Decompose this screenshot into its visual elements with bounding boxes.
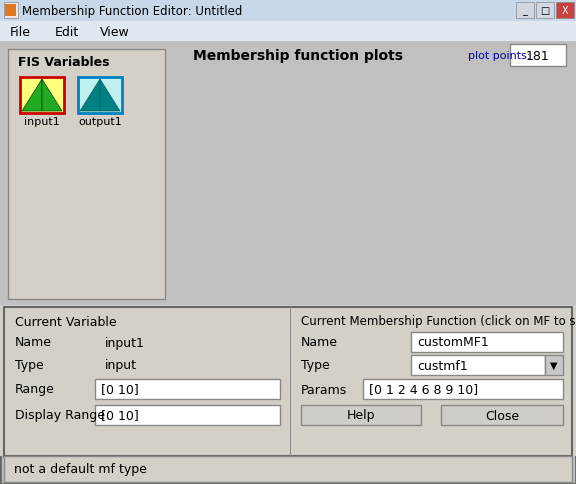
Text: Current Variable: Current Variable xyxy=(15,315,116,328)
Text: input1: input1 xyxy=(24,117,60,127)
Text: input1: input1 xyxy=(105,336,145,349)
Text: 181: 181 xyxy=(526,49,550,62)
Text: File: File xyxy=(10,26,31,38)
X-axis label: input variable "input1": input variable "input1" xyxy=(313,297,448,310)
Text: Membership Function Editor: Untitled: Membership Function Editor: Untitled xyxy=(22,4,242,17)
Text: Type: Type xyxy=(301,359,329,372)
Text: Edit: Edit xyxy=(55,26,79,38)
Text: View: View xyxy=(100,26,130,38)
Text: Display Range: Display Range xyxy=(15,408,105,422)
Text: not a default mf type: not a default mf type xyxy=(14,463,147,475)
Text: Membership function plots: Membership function plots xyxy=(193,49,403,63)
Text: Close: Close xyxy=(485,408,519,422)
Text: FIS Variables: FIS Variables xyxy=(18,55,109,68)
Text: Range: Range xyxy=(15,383,55,396)
Text: X: X xyxy=(562,6,569,16)
Text: custmf1: custmf1 xyxy=(417,359,468,372)
Text: [0 10]: [0 10] xyxy=(101,383,139,396)
Text: Type: Type xyxy=(15,359,44,372)
Text: output1: output1 xyxy=(78,117,122,127)
Text: Name: Name xyxy=(301,336,338,349)
Text: Current Membership Function (click on MF to select): Current Membership Function (click on MF… xyxy=(301,315,576,328)
Text: customMF1: customMF1 xyxy=(417,336,489,349)
Text: [0 10]: [0 10] xyxy=(101,408,139,422)
Text: [0 1 2 4 6 8 9 10]: [0 1 2 4 6 8 9 10] xyxy=(369,383,478,396)
Text: □: □ xyxy=(540,6,550,16)
Text: plot points:: plot points: xyxy=(468,51,530,61)
Text: input: input xyxy=(105,359,137,372)
Text: _: _ xyxy=(522,6,528,16)
Text: customMF1: customMF1 xyxy=(533,84,576,94)
Text: Help: Help xyxy=(347,408,375,422)
Text: Name: Name xyxy=(15,336,52,349)
Text: Params: Params xyxy=(301,383,347,396)
Text: ▼: ▼ xyxy=(550,360,558,370)
